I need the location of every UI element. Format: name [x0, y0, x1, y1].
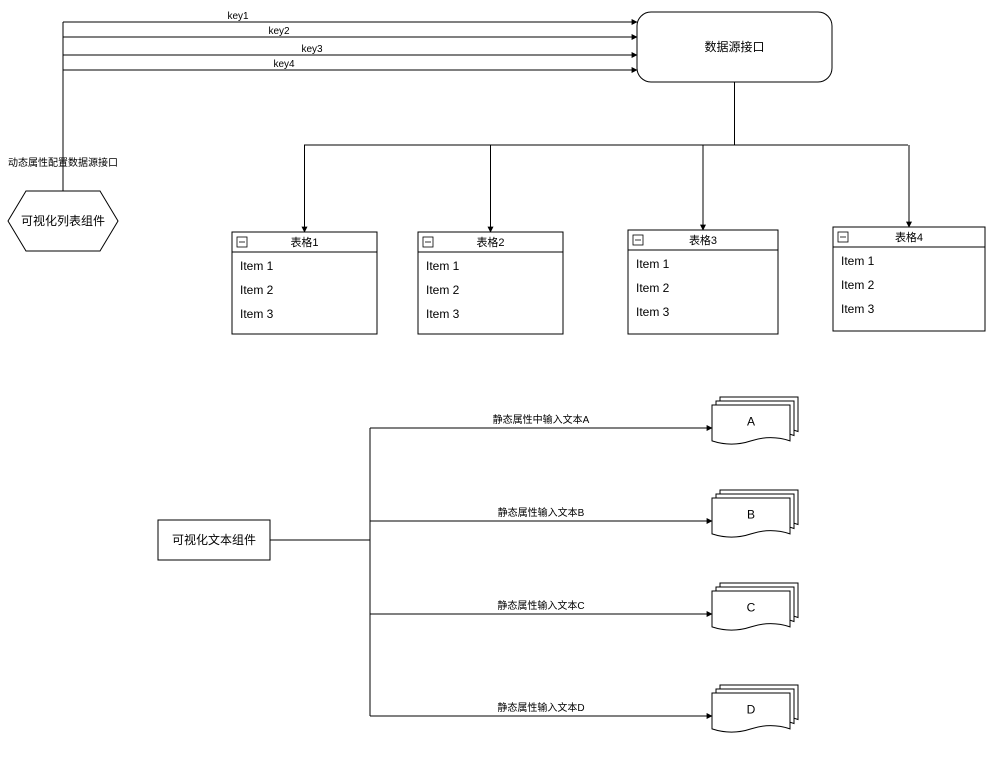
table-item: Item 2 — [426, 283, 460, 297]
table-title: 表格4 — [895, 230, 923, 244]
table-item: Item 2 — [240, 283, 274, 297]
document-node: 静态属性输入文本B B — [370, 490, 798, 537]
table-item: Item 1 — [426, 259, 460, 273]
table-item: Item 1 — [240, 259, 274, 273]
key-edge-label: key1 — [227, 11, 249, 22]
table-item: Item 2 — [636, 281, 670, 295]
table-node: 表格2 Item 1 Item 2 Item 3 — [418, 145, 563, 334]
table-node: 表格4 Item 1 Item 2 Item 3 — [833, 145, 985, 331]
document-label: C — [747, 601, 756, 615]
datasource-label: 数据源接口 — [704, 39, 764, 54]
document-label: A — [747, 415, 755, 429]
hexagon-label: 可视化列表组件 — [21, 213, 105, 228]
diagram-canvas: 可视化列表组件 数据源接口动态属性配置数据源接口 key1 key2 key3 key4 表… — [0, 0, 1000, 777]
document-label: B — [747, 508, 755, 522]
doc-edge-label: 静态属性中输入文本A — [493, 413, 590, 426]
table-item: Item 3 — [240, 307, 274, 321]
key-edge-label: key2 — [268, 26, 290, 37]
table-item: Item 1 — [636, 257, 670, 271]
table-item: Item 3 — [636, 305, 670, 319]
table-item: Item 3 — [841, 302, 875, 316]
table-node: 表格3 Item 1 Item 2 Item 3 — [628, 145, 778, 334]
table-title: 表格1 — [290, 235, 318, 249]
doc-edge-label: 静态属性输入文本D — [497, 701, 584, 714]
table-item: Item 3 — [426, 307, 460, 321]
document-node: 静态属性输入文本D D — [370, 685, 798, 732]
table-item: Item 1 — [841, 254, 875, 268]
document-node: 静态属性中输入文本A A — [370, 397, 798, 444]
table-title: 表格3 — [689, 233, 717, 247]
side-edge-label: 动态属性配置数据源接口 — [8, 156, 118, 169]
table-item: Item 2 — [841, 278, 875, 292]
document-node: 静态属性输入文本C C — [370, 583, 798, 630]
table-node: 表格1 Item 1 Item 2 Item 3 — [232, 145, 377, 334]
key-edge-label: key4 — [273, 59, 295, 70]
text-component-label: 可视化文本组件 — [172, 532, 256, 547]
key-edge-label: key3 — [301, 44, 323, 55]
document-label: D — [747, 703, 756, 717]
doc-edge-label: 静态属性输入文本B — [498, 506, 585, 519]
table-title: 表格2 — [476, 235, 504, 249]
doc-edge-label: 静态属性输入文本C — [497, 599, 584, 612]
